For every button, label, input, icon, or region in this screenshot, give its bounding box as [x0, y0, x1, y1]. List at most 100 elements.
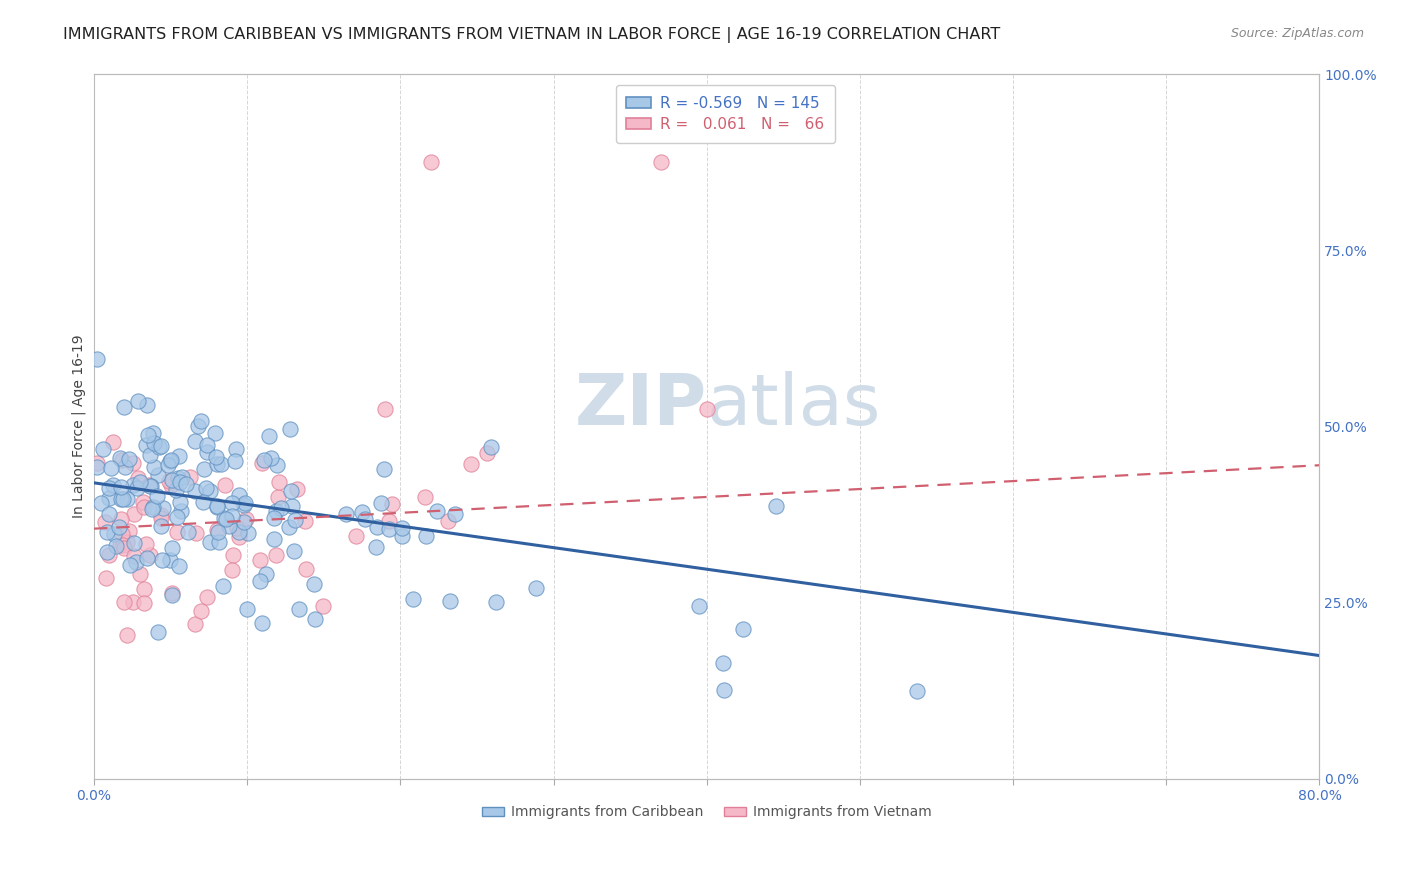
Point	[366, 520, 388, 534]
Point	[103, 434, 125, 449]
Point	[263, 511, 285, 525]
Point	[485, 594, 508, 608]
Point	[118, 451, 141, 466]
Point	[218, 519, 240, 533]
Point	[479, 440, 502, 454]
Point	[112, 595, 135, 609]
Point	[221, 563, 243, 577]
Point	[150, 439, 173, 453]
Point	[146, 489, 169, 503]
Point	[381, 497, 404, 511]
Point	[183, 617, 205, 632]
Point	[207, 523, 229, 537]
Point	[460, 457, 482, 471]
Point	[160, 585, 183, 599]
Point	[402, 591, 425, 606]
Point	[224, 454, 246, 468]
Point	[97, 491, 120, 505]
Point	[138, 448, 160, 462]
Point	[195, 590, 218, 604]
Point	[696, 401, 718, 416]
Point	[378, 522, 401, 536]
Point	[110, 512, 132, 526]
Point	[207, 524, 229, 539]
Point	[713, 683, 735, 698]
Point	[112, 538, 135, 552]
Point	[94, 571, 117, 585]
Point	[413, 490, 436, 504]
Point	[294, 514, 316, 528]
Point	[221, 496, 243, 510]
Point	[148, 467, 170, 482]
Point	[391, 521, 413, 535]
Point	[415, 529, 437, 543]
Point	[475, 445, 498, 459]
Text: Source: ZipAtlas.com: Source: ZipAtlas.com	[1230, 27, 1364, 40]
Point	[374, 401, 396, 416]
Point	[160, 453, 183, 467]
Point	[232, 499, 254, 513]
Point	[159, 552, 181, 566]
Point	[111, 527, 134, 541]
Point	[179, 470, 201, 484]
Point	[152, 500, 174, 515]
Point	[135, 537, 157, 551]
Point	[174, 477, 197, 491]
Point	[136, 550, 159, 565]
Point	[193, 462, 215, 476]
Point	[166, 509, 188, 524]
Point	[221, 548, 243, 562]
Point	[294, 562, 316, 576]
Point	[121, 456, 143, 470]
Point	[193, 495, 215, 509]
Point	[122, 478, 145, 492]
Point	[905, 684, 928, 698]
Point	[115, 535, 138, 549]
Point	[184, 483, 207, 498]
Text: IMMIGRANTS FROM CARIBBEAN VS IMMIGRANTS FROM VIETNAM IN LABOR FORCE | AGE 16-19 : IMMIGRANTS FROM CARIBBEAN VS IMMIGRANTS …	[63, 27, 1001, 43]
Point	[284, 513, 307, 527]
Point	[111, 492, 134, 507]
Point	[264, 504, 287, 518]
Point	[138, 548, 160, 562]
Point	[117, 628, 139, 642]
Point	[524, 581, 547, 595]
Point	[114, 460, 136, 475]
Point	[254, 567, 277, 582]
Point	[108, 450, 131, 465]
Point	[650, 155, 672, 169]
Point	[373, 461, 395, 475]
Point	[270, 501, 292, 516]
Point	[132, 596, 155, 610]
Point	[96, 544, 118, 558]
Point	[93, 442, 115, 456]
Point	[257, 428, 280, 442]
Point	[125, 481, 148, 495]
Point	[159, 454, 181, 468]
Point	[136, 428, 159, 442]
Point	[135, 437, 157, 451]
Point	[90, 496, 112, 510]
Point	[167, 449, 190, 463]
Point	[228, 530, 250, 544]
Point	[150, 508, 173, 523]
Point	[209, 457, 232, 471]
Point	[228, 525, 250, 540]
Point	[169, 495, 191, 509]
Point	[117, 524, 139, 539]
Point	[112, 541, 135, 556]
Point	[141, 502, 163, 516]
Point	[264, 548, 287, 562]
Point	[391, 529, 413, 543]
Point	[150, 518, 173, 533]
Point	[195, 438, 218, 452]
Point	[142, 425, 165, 440]
Point	[249, 553, 271, 567]
Point	[204, 450, 226, 464]
Point	[280, 422, 302, 436]
Point	[344, 529, 367, 543]
Point	[108, 538, 131, 552]
Point	[304, 577, 326, 591]
Point	[263, 532, 285, 546]
Point	[221, 508, 243, 523]
